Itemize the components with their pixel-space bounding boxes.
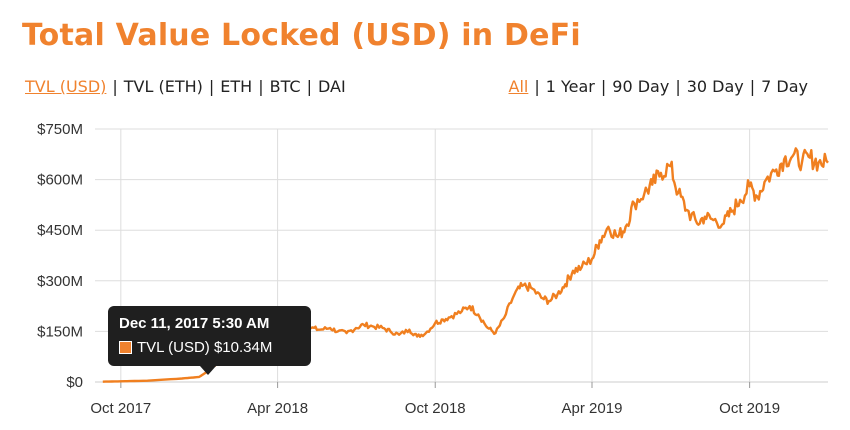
range-tab-all[interactable]: All [508, 77, 529, 96]
x-axis: Oct 2017 Apr 2018 Oct 2018 Apr 2019 Oct 2019 [90, 382, 780, 417]
x-tick-label: Apr 2018 [247, 400, 308, 417]
tooltip-series-swatch [119, 341, 132, 354]
range-selector: All | 1 Year | 90 Day | 30 Day | 7 Day [509, 77, 809, 96]
separator: | [208, 77, 215, 96]
y-tick-label: $0 [66, 374, 83, 391]
y-axis: $0 $150M $300M $450M $600M $750M [37, 121, 83, 391]
tooltip-value: $10.34M [213, 339, 273, 356]
y-tick-label: $150M [37, 323, 83, 340]
x-tick-label: Apr 2019 [562, 400, 623, 417]
y-tick-label: $750M [37, 121, 83, 138]
separator: | [600, 77, 607, 96]
separator: | [258, 77, 264, 96]
range-tab-1-year[interactable]: 1 Year [545, 77, 595, 96]
range-tab-90-day[interactable]: 90 Day [612, 77, 670, 96]
unit-tab-eth[interactable]: ETH [220, 77, 253, 96]
separator: | [112, 77, 118, 96]
unit-tab-btc[interactable]: BTC [269, 77, 301, 96]
y-tick-label: $600M [37, 172, 83, 189]
unit-tab-tvl-usd[interactable]: TVL (USD) [25, 77, 107, 96]
x-tick-label: Oct 2017 [90, 400, 151, 417]
chart-tooltip: Dec 11, 2017 5:30 AM TVL (USD) $10.34M [108, 306, 311, 375]
y-tick-label: $300M [37, 273, 83, 290]
unit-tab-dai[interactable]: DAI [317, 77, 346, 96]
x-tick-label: Oct 2019 [719, 400, 780, 417]
separator: | [749, 77, 756, 96]
y-tick-label: $450M [37, 222, 83, 239]
x-tick-label: Oct 2018 [405, 400, 466, 417]
range-tab-30-day[interactable]: 30 Day [686, 77, 744, 96]
range-tab-7-day[interactable]: 7 Day [761, 77, 808, 96]
unit-selector: TVL (USD) | TVL (ETH) | ETH | BTC | DAI [25, 77, 346, 96]
unit-tab-tvl-eth[interactable]: TVL (ETH) [123, 77, 203, 96]
tooltip-series-name: TVL (USD) [137, 339, 210, 356]
tooltip-date: Dec 11, 2017 5:30 AM [119, 315, 270, 332]
separator: | [306, 77, 312, 96]
separator: | [675, 77, 681, 96]
separator: | [534, 77, 540, 96]
chart-title: Total Value Locked (USD) in DeFi [22, 18, 581, 53]
tooltip-row: TVL (USD) $10.34M [119, 339, 272, 356]
